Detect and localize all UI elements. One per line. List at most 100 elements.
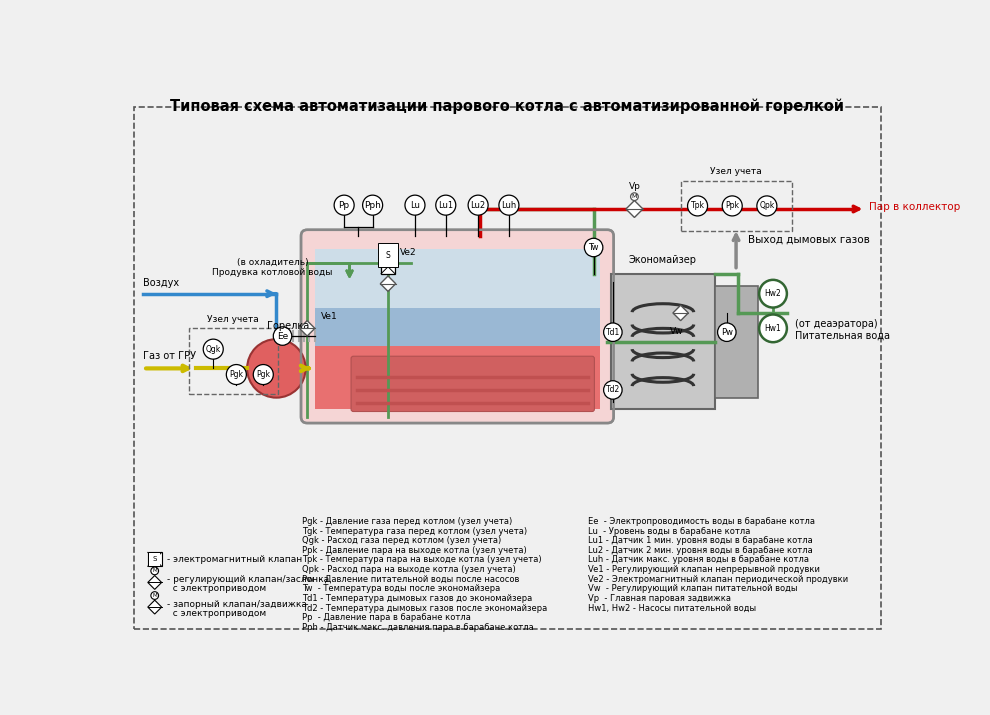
Circle shape	[722, 196, 742, 216]
FancyBboxPatch shape	[301, 230, 614, 423]
Text: Пар в коллектор: Пар в коллектор	[869, 202, 960, 212]
Text: Ee  - Электропроводимость воды в барабане котла: Ee - Электропроводимость воды в барабане…	[588, 517, 815, 526]
Text: (в охладитель): (в охладитель)	[237, 257, 308, 267]
Text: Типовая схема автоматизации парового котла с автоматизированной горелкой: Типовая схема автоматизации парового кот…	[170, 99, 844, 114]
Text: Lu2: Lu2	[470, 201, 486, 209]
Polygon shape	[673, 305, 688, 320]
Text: Tw  - Температура воды после экономайзера: Tw - Температура воды после экономайзера	[302, 584, 500, 593]
Circle shape	[759, 280, 787, 307]
Circle shape	[150, 592, 158, 599]
Text: Qpk - Расход пара на выходе котла (узел учета): Qpk - Расход пара на выходе котла (узел …	[302, 565, 516, 574]
Circle shape	[405, 195, 425, 215]
Text: Ppk - Давление пара на выходе котла (узел учета): Ppk - Давление пара на выходе котла (узе…	[302, 546, 527, 555]
Text: Ve2: Ve2	[400, 248, 417, 257]
Text: с электроприводом: с электроприводом	[167, 608, 266, 618]
Text: Воздух: Воздух	[144, 277, 179, 287]
Bar	[381, 260, 395, 274]
Bar	[148, 553, 161, 566]
Text: Vp: Vp	[629, 182, 641, 190]
Text: Td1: Td1	[606, 327, 620, 337]
Text: Hw1: Hw1	[764, 324, 781, 333]
Text: Pp: Pp	[339, 201, 349, 209]
FancyBboxPatch shape	[351, 356, 594, 412]
Text: Tgk - Температура газа перед котлом (узел учета): Tgk - Температура газа перед котлом (узе…	[302, 527, 527, 536]
Text: (от деаэратора): (от деаэратора)	[795, 320, 877, 330]
Text: Lu1: Lu1	[439, 201, 453, 209]
Circle shape	[335, 195, 354, 215]
Text: Lu: Lu	[410, 201, 420, 209]
Circle shape	[759, 315, 787, 342]
Text: Pph - Датчик макс. давления пара в барабане котла: Pph - Датчик макс. давления пара в бараб…	[302, 623, 534, 632]
Text: Luh: Luh	[501, 201, 517, 209]
Text: Выход дымовых газов: Выход дымовых газов	[747, 235, 869, 245]
Text: Vw  - Регулирующий клапан питательной воды: Vw - Регулирующий клапан питательной вод…	[588, 584, 798, 593]
Bar	[189, 328, 278, 394]
Text: Узел учета: Узел учета	[710, 167, 762, 176]
Text: Pw: Pw	[721, 327, 733, 337]
Text: S: S	[386, 251, 390, 260]
Bar	[315, 249, 600, 308]
Text: Vp  - Главная паровая задвижка: Vp - Главная паровая задвижка	[588, 594, 732, 603]
Text: Продувка котловой воды: Продувка котловой воды	[212, 268, 333, 277]
Polygon shape	[626, 200, 643, 217]
Text: Ppk: Ppk	[726, 202, 740, 210]
Polygon shape	[380, 276, 396, 292]
Text: Узел учета: Узел учета	[207, 315, 259, 324]
Text: Pph: Pph	[364, 201, 381, 209]
Text: Pgk - Давление газа перед котлом (узел учета): Pgk - Давление газа перед котлом (узел у…	[302, 517, 512, 526]
Text: Luh - Датчик макс. уровня воды в барабане котла: Luh - Датчик макс. уровня воды в барабан…	[588, 556, 809, 565]
Text: M: M	[632, 194, 638, 199]
Bar	[315, 308, 600, 353]
Circle shape	[604, 380, 622, 399]
Circle shape	[248, 339, 306, 398]
Text: Vw: Vw	[670, 327, 683, 336]
Bar	[611, 275, 715, 409]
Text: Qgk - Расход газа перед котлом (узел учета): Qgk - Расход газа перед котлом (узел уче…	[302, 536, 501, 546]
Circle shape	[631, 193, 639, 200]
Circle shape	[362, 195, 382, 215]
Text: Pgk: Pgk	[230, 370, 244, 379]
Text: M: M	[152, 568, 157, 573]
Text: Lu  - Уровень воды в барабане котла: Lu - Уровень воды в барабане котла	[588, 527, 750, 536]
Text: Hw1, Hw2 - Насосы питательной воды: Hw1, Hw2 - Насосы питательной воды	[588, 603, 756, 613]
Text: M: M	[152, 593, 157, 598]
Bar	[315, 346, 600, 409]
Polygon shape	[148, 600, 161, 614]
Polygon shape	[148, 576, 161, 589]
Circle shape	[756, 196, 777, 216]
Text: Ee: Ee	[277, 332, 288, 340]
Text: Pw  - Давление питательной воды после насосов: Pw - Давление питательной воды после нас…	[302, 575, 519, 583]
Text: Td2: Td2	[606, 385, 620, 395]
Circle shape	[687, 196, 708, 216]
Bar	[715, 286, 757, 398]
Circle shape	[273, 327, 292, 345]
Text: Qpk: Qpk	[759, 202, 774, 210]
Text: Ve1: Ve1	[321, 312, 338, 321]
Text: Горелка: Горелка	[266, 322, 309, 332]
Polygon shape	[299, 320, 315, 336]
Text: Qgk: Qgk	[206, 345, 221, 354]
Circle shape	[499, 195, 519, 215]
Text: с электроприводом: с электроприводом	[167, 584, 266, 593]
Circle shape	[203, 339, 224, 359]
Text: Питательная вода: Питательная вода	[795, 331, 890, 341]
Circle shape	[227, 365, 247, 385]
Text: Td1 - Температура дымовых газов до экономайзера: Td1 - Температура дымовых газов до эконо…	[302, 594, 532, 603]
Circle shape	[604, 323, 622, 342]
Text: Td2 - Температура дымовых газов после экономайзера: Td2 - Температура дымовых газов после эк…	[302, 603, 547, 613]
Circle shape	[468, 195, 488, 215]
Circle shape	[436, 195, 455, 215]
Text: Ve1 - Регулирующий клапан непрерывной продувки: Ve1 - Регулирующий клапан непрерывной пр…	[588, 565, 820, 574]
Text: Tpk - Температура пара на выходе котла (узел учета): Tpk - Температура пара на выходе котла (…	[302, 556, 542, 565]
Text: Lu1 - Датчик 1 мин. уровня воды в барабане котла: Lu1 - Датчик 1 мин. уровня воды в бараба…	[588, 536, 813, 546]
Bar	[681, 180, 792, 230]
Text: Tpk: Tpk	[691, 202, 705, 210]
Circle shape	[718, 323, 737, 342]
Text: Pp  - Давление пара в барабане котла: Pp - Давление пара в барабане котла	[302, 613, 470, 622]
Circle shape	[584, 238, 603, 257]
Circle shape	[253, 365, 273, 385]
Text: - регулирующий клапан/заслонка: - регулирующий клапан/заслонка	[167, 575, 329, 584]
Text: Lu2 - Датчик 2 мин. уровня воды в барабане котла: Lu2 - Датчик 2 мин. уровня воды в бараба…	[588, 546, 813, 555]
Text: Экономайзер: Экономайзер	[629, 255, 697, 265]
Text: - запорный клапан/задвижка: - запорный клапан/задвижка	[167, 599, 307, 608]
